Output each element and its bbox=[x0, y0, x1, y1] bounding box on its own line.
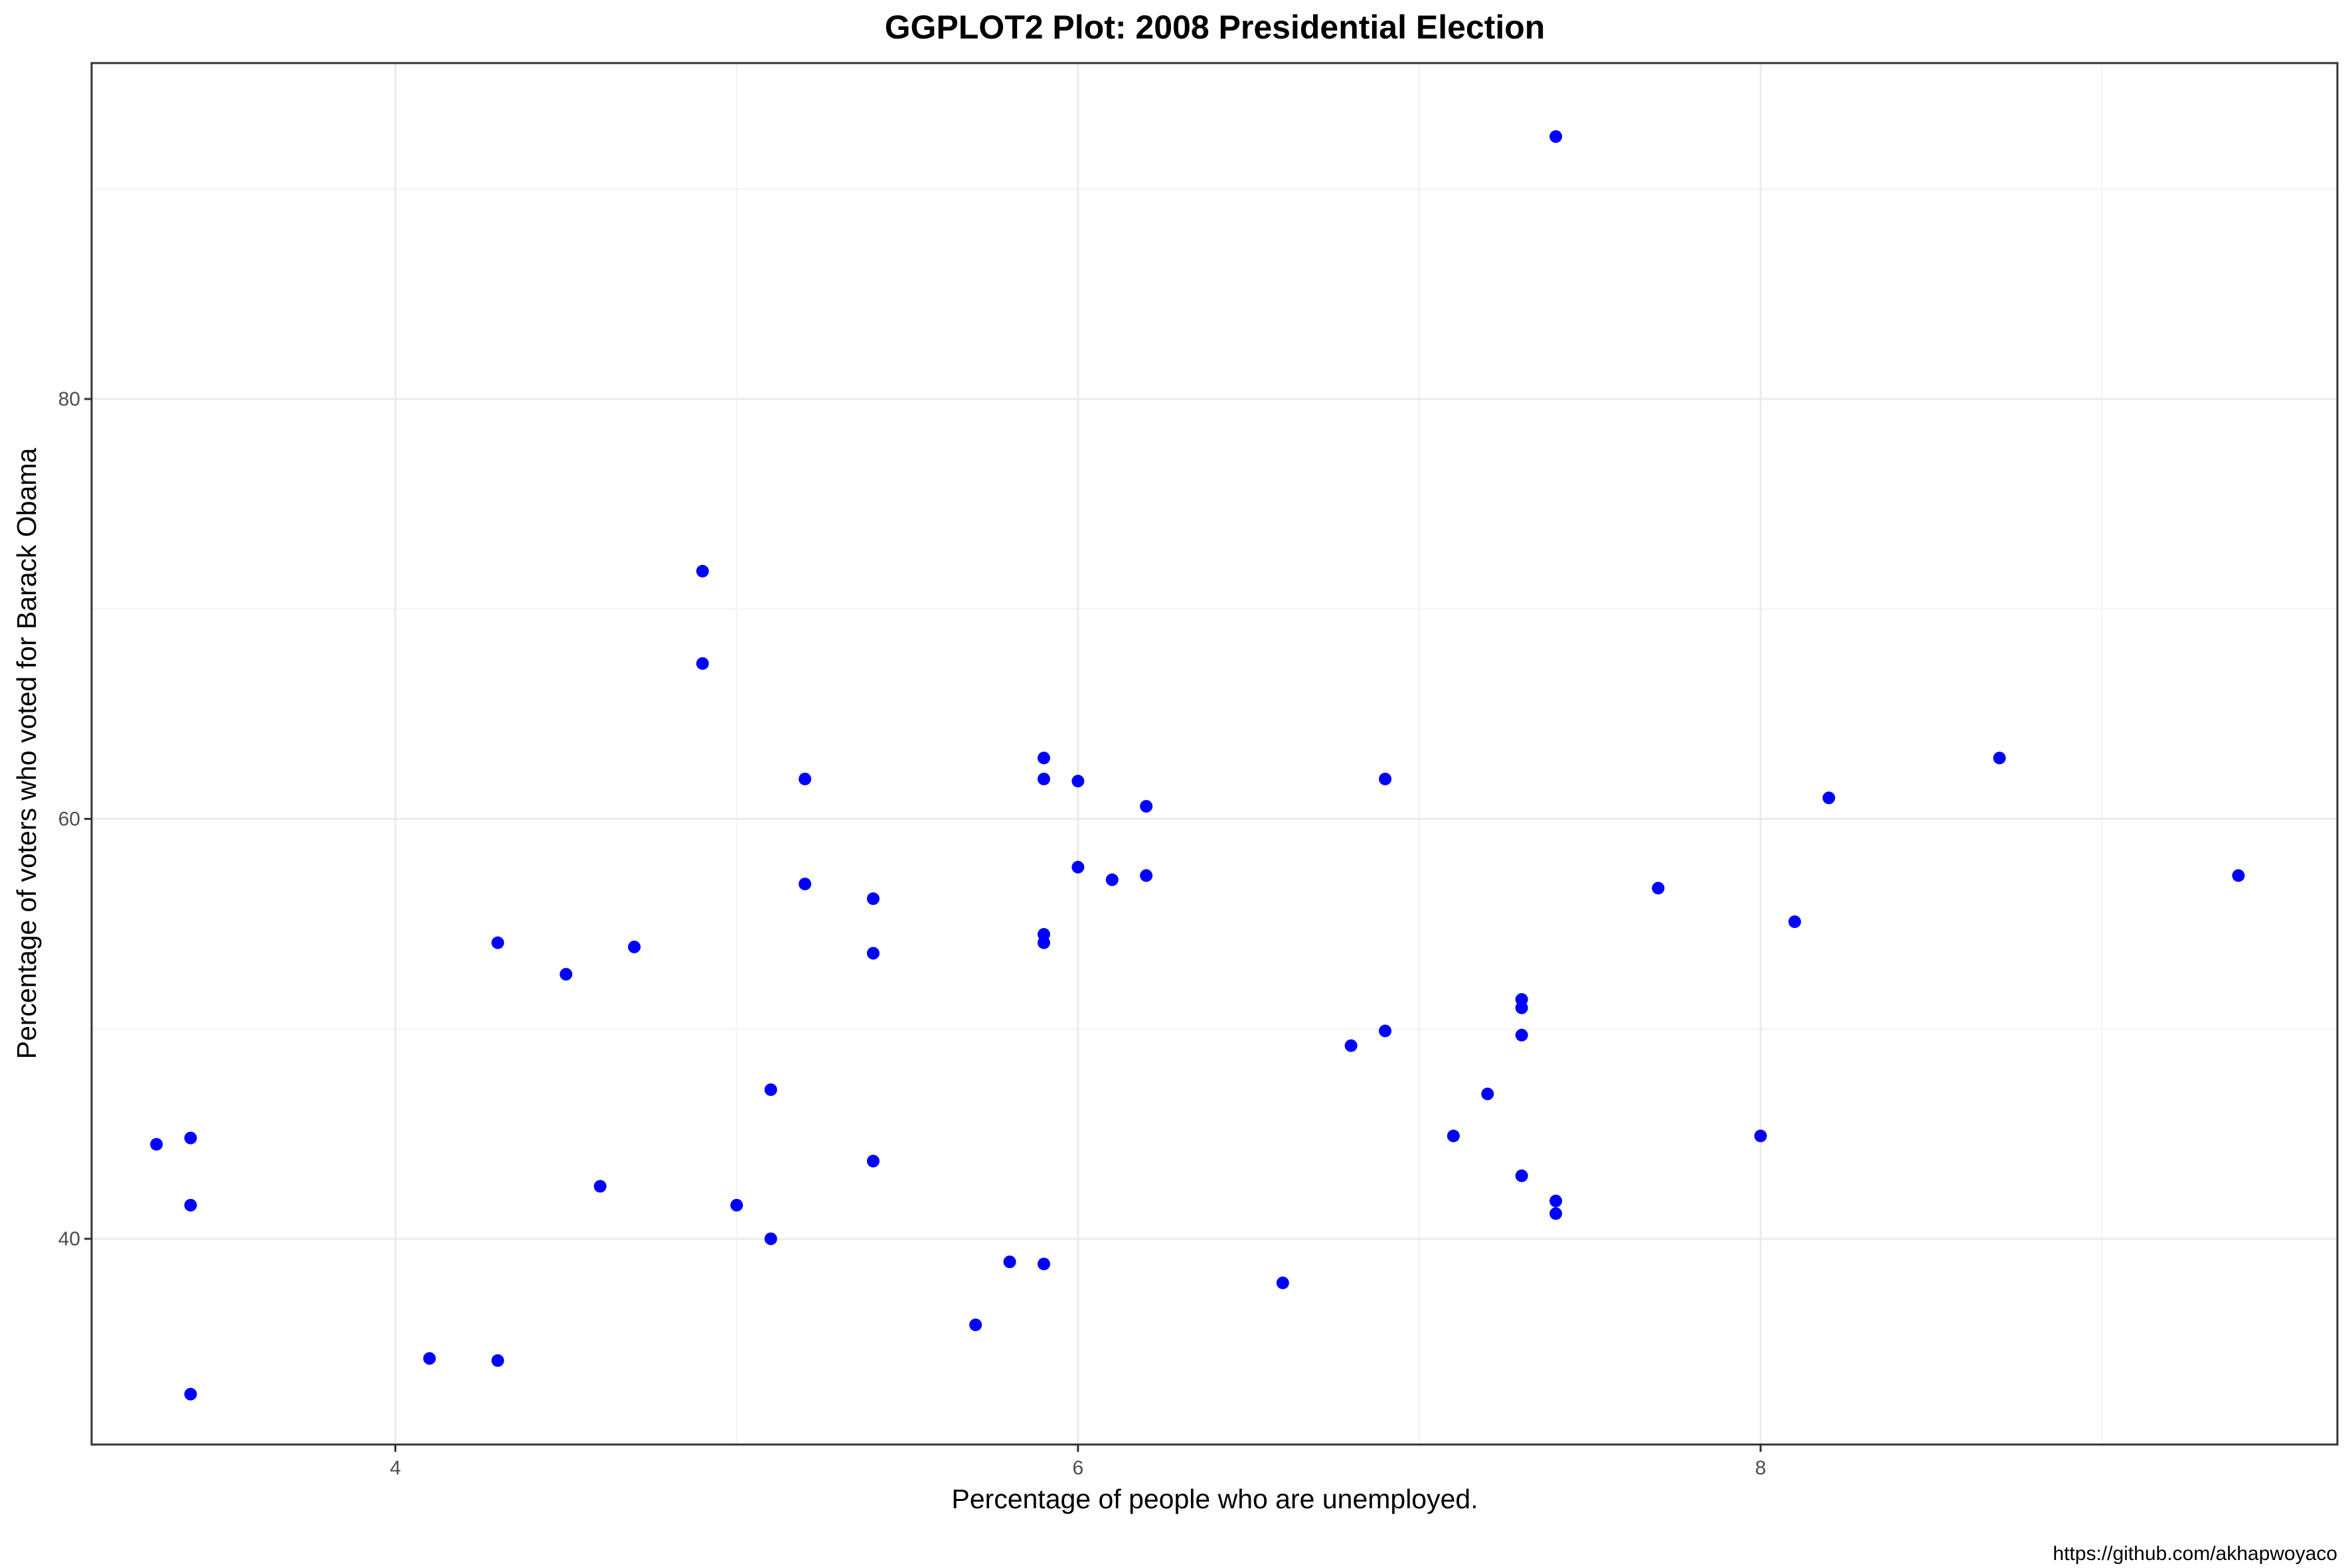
scatter-point bbox=[1652, 882, 1665, 895]
grid-lines bbox=[92, 63, 2337, 1445]
scatter-point bbox=[1822, 791, 1836, 805]
scatter-point bbox=[491, 1354, 505, 1367]
scatter-point bbox=[423, 1352, 436, 1365]
scatter-point bbox=[1549, 1207, 1563, 1220]
scatter-point bbox=[969, 1318, 982, 1332]
scatter-point bbox=[1037, 1257, 1050, 1271]
x-tick-label: 4 bbox=[390, 1457, 401, 1479]
scatter-point bbox=[1549, 1194, 1563, 1208]
scatter-point bbox=[799, 878, 812, 891]
scatter-point bbox=[799, 772, 812, 785]
scatter-point bbox=[1003, 1255, 1016, 1269]
x-tick-label: 8 bbox=[1755, 1457, 1766, 1479]
chart-title: GGPLOT2 Plot: 2008 Presidential Election bbox=[885, 9, 1545, 46]
scatter-point bbox=[764, 1083, 777, 1097]
scatter-point bbox=[1993, 751, 2006, 765]
panel-border bbox=[90, 62, 2339, 1446]
scatter-point bbox=[184, 1131, 197, 1144]
scatter-point bbox=[1344, 1039, 1358, 1052]
scatter-point bbox=[1071, 860, 1085, 874]
scatter-point bbox=[1515, 1028, 1528, 1042]
scatter-point bbox=[1379, 1024, 1392, 1038]
scatter-point bbox=[696, 564, 709, 578]
x-axis-title: Percentage of people who are unemployed. bbox=[951, 1484, 1478, 1514]
scatter-point bbox=[1379, 772, 1392, 785]
scatter-point bbox=[1140, 869, 1153, 882]
scatter-point bbox=[1037, 936, 1050, 949]
scatter-point bbox=[1037, 772, 1050, 785]
scatter-point bbox=[627, 940, 641, 953]
scatter-point bbox=[150, 1138, 163, 1151]
x-tick-label: 6 bbox=[1073, 1457, 1084, 1479]
y-tick-label: 80 bbox=[58, 388, 80, 410]
axis-ticks: 4 6 8 40 60 80 bbox=[58, 388, 1766, 1479]
chart-caption: https://github.com/akhapwoyaco bbox=[2053, 1543, 2337, 1565]
scatter-point bbox=[1037, 751, 1050, 765]
scatter-point bbox=[560, 968, 573, 981]
scatter-point bbox=[866, 892, 880, 905]
scatter-point bbox=[1481, 1087, 1494, 1101]
scatter-point bbox=[764, 1232, 777, 1245]
scatter-point bbox=[1105, 873, 1119, 886]
scatter-point bbox=[696, 657, 709, 670]
y-tick-label: 40 bbox=[58, 1228, 80, 1250]
scatter-point bbox=[1515, 1001, 1528, 1014]
scatter-point bbox=[2232, 869, 2245, 882]
scatter-point bbox=[1140, 800, 1153, 813]
scatter-point bbox=[1549, 130, 1563, 143]
scatter-point bbox=[730, 1198, 744, 1212]
scatter-point bbox=[866, 1154, 880, 1168]
scatter-point bbox=[1754, 1129, 1767, 1142]
scatter-point bbox=[593, 1180, 607, 1193]
y-tick-label: 60 bbox=[58, 809, 80, 830]
scatter-point bbox=[866, 947, 880, 960]
scatter-point bbox=[1276, 1276, 1289, 1289]
scatter-point bbox=[491, 936, 505, 949]
scatter-point bbox=[184, 1198, 197, 1212]
y-axis-title: Percentage of voters who voted for Barac… bbox=[11, 447, 42, 1059]
data-points bbox=[150, 130, 2245, 1401]
scatter-point bbox=[1447, 1129, 1460, 1142]
scatter-point bbox=[1788, 915, 1802, 929]
scatter-point bbox=[184, 1387, 197, 1401]
scatter-point bbox=[1071, 775, 1085, 788]
scatter-point bbox=[1515, 1169, 1528, 1182]
